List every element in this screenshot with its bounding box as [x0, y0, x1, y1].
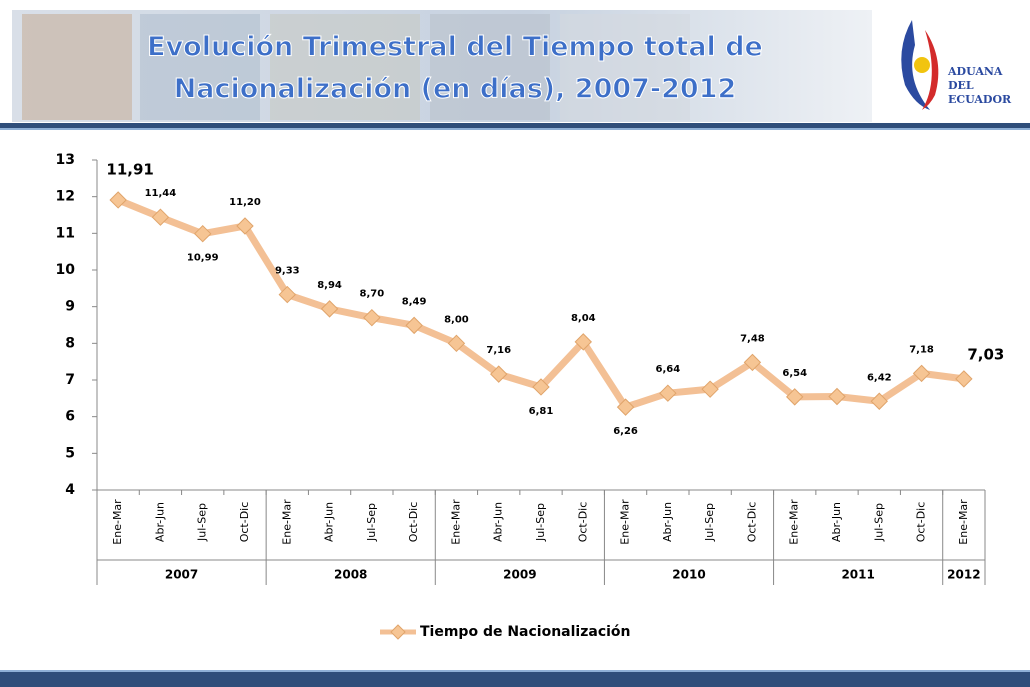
group-label: 2007 — [165, 568, 198, 582]
x-tick-label: Ene-Mar — [788, 499, 801, 545]
header-photo — [140, 14, 260, 120]
y-tick-label: 9 — [65, 299, 75, 315]
header-photo — [560, 14, 690, 120]
x-tick-label: Jul-Sep — [365, 503, 378, 542]
marker — [194, 224, 212, 243]
marker — [490, 365, 508, 383]
logo-text: ECUADOR — [948, 93, 1012, 106]
header-rule — [0, 123, 1030, 128]
group-label: 2008 — [334, 568, 367, 582]
marker — [828, 387, 846, 406]
x-tick-label: Abr-Jun — [153, 502, 166, 542]
y-tick-label: 5 — [65, 445, 75, 461]
logo-mark — [922, 30, 939, 110]
data-label: 7,18 — [909, 344, 934, 355]
data-label: 6,64 — [656, 364, 681, 375]
data-label: 7,48 — [740, 333, 765, 344]
data-label: 8,70 — [360, 289, 385, 300]
y-tick-label: 12 — [56, 189, 75, 205]
x-tick-label: Ene-Mar — [619, 499, 632, 545]
y-tick-label: 8 — [65, 335, 75, 351]
y-tick-label: 7 — [65, 372, 75, 388]
x-tick-label: Ene-Mar — [280, 499, 293, 545]
logo-text: ADUANA — [947, 65, 1003, 78]
group-label: 2011 — [841, 568, 874, 582]
data-label: 8,49 — [402, 296, 427, 307]
x-tick-label: Oct-Dic — [238, 502, 251, 543]
x-tick-label: Oct-Dic — [576, 502, 589, 543]
footer-bar — [0, 672, 1030, 687]
marker — [743, 353, 762, 372]
marker — [574, 333, 592, 351]
x-tick-label: Abr-Jun — [323, 502, 336, 542]
marker — [616, 398, 635, 416]
marker — [151, 208, 170, 226]
x-tick-label: Abr-Jun — [830, 502, 843, 542]
logo-mark — [914, 57, 930, 73]
footer-rule — [0, 670, 1030, 672]
marker — [363, 308, 381, 327]
data-label: 10,99 — [187, 253, 219, 264]
header-photo — [430, 14, 550, 120]
marker — [109, 191, 127, 209]
data-label: 7,16 — [486, 345, 511, 356]
x-tick-label: Jul-Sep — [534, 503, 547, 542]
group-label: 2009 — [503, 568, 536, 582]
marker — [786, 388, 804, 406]
y-tick-label: 11 — [56, 225, 75, 241]
header-photo — [270, 14, 420, 120]
x-tick-label: Jul-Sep — [703, 503, 716, 542]
data-label: 11,20 — [229, 197, 261, 208]
x-tick-label: Oct-Dic — [915, 502, 928, 543]
data-label: 8,94 — [317, 280, 342, 291]
data-label: 6,81 — [529, 406, 554, 417]
title-line: Evolución Trimestral del Tiempo total de — [147, 32, 763, 63]
y-tick-label: 4 — [65, 482, 75, 498]
x-tick-label: Ene-Mar — [111, 499, 124, 545]
y-tick-label: 6 — [65, 409, 75, 425]
marker — [912, 364, 931, 383]
x-tick-label: Abr-Jun — [661, 502, 674, 542]
x-tick-label: Ene-Mar — [449, 499, 462, 545]
x-tick-label: Oct-Dic — [407, 502, 420, 543]
data-label: 11,91 — [106, 160, 153, 178]
group-label: 2012 — [947, 568, 980, 582]
legend-marker — [390, 624, 406, 640]
y-tick-label: 13 — [56, 152, 75, 168]
x-tick-label: Abr-Jun — [492, 502, 505, 542]
data-label: 9,33 — [275, 266, 300, 277]
x-tick-label: Jul-Sep — [872, 503, 885, 542]
header-rule — [0, 128, 1030, 130]
group-label: 2010 — [672, 568, 705, 582]
data-label: 7,03 — [967, 345, 1004, 363]
marker — [405, 316, 423, 335]
data-label: 8,04 — [571, 313, 596, 324]
x-tick-label: Jul-Sep — [196, 503, 209, 542]
header-photo — [22, 14, 132, 120]
data-label: 8,00 — [444, 314, 469, 325]
data-label: 11,44 — [145, 188, 177, 199]
title-line: Nacionalización (en días), 2007-2012 — [174, 74, 737, 105]
marker — [320, 300, 339, 318]
legend-label: Tiempo de Nacionalización — [420, 624, 631, 640]
logo-mark — [901, 20, 930, 110]
data-label: 6,42 — [867, 372, 892, 383]
marker — [236, 217, 254, 235]
x-tick-label: Oct-Dic — [745, 502, 758, 543]
y-tick-label: 10 — [56, 262, 76, 278]
data-label: 6,26 — [613, 426, 638, 437]
marker — [659, 384, 677, 402]
logo-text: DEL — [948, 79, 974, 92]
marker — [532, 378, 550, 396]
marker — [701, 380, 719, 398]
marker — [447, 334, 466, 353]
x-tick-label: Ene-Mar — [957, 499, 970, 545]
marker — [278, 285, 296, 304]
marker — [955, 370, 973, 388]
marker — [870, 392, 888, 410]
data-label: 6,54 — [782, 368, 807, 379]
